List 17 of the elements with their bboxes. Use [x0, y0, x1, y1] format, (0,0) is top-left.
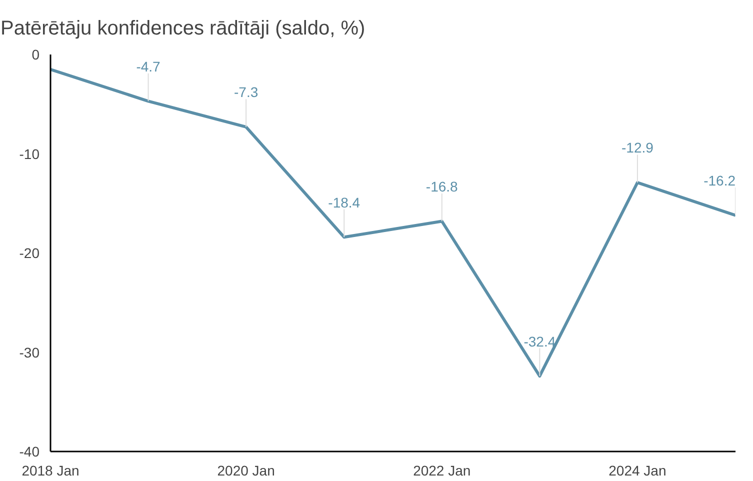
y-tick-label: -10 — [19, 146, 40, 162]
x-tick-label: 2020 Jan — [217, 462, 275, 478]
data-label: -7.3 — [234, 84, 258, 100]
y-tick-label: -30 — [19, 344, 40, 360]
data-label: -32.4 — [524, 333, 556, 350]
data-label: -16.8 — [426, 178, 458, 194]
data-label: -18.4 — [328, 194, 360, 210]
y-tick-label: -20 — [19, 245, 40, 261]
x-tick-label: 2022 Jan — [413, 462, 471, 478]
data-label: -4.7 — [136, 58, 161, 74]
data-label: -12.9 — [621, 140, 654, 156]
x-tick-label: 2024 Jan — [608, 462, 666, 478]
chart-title: Patērētāju konfidences rādītāji (saldo, %) — [0, 18, 366, 40]
x-tick-label: 2018 Jan — [22, 462, 80, 478]
y-tick-label: -40 — [19, 444, 40, 460]
y-tick-label: 0 — [32, 46, 40, 62]
data-label: -16.2 — [704, 172, 736, 188]
